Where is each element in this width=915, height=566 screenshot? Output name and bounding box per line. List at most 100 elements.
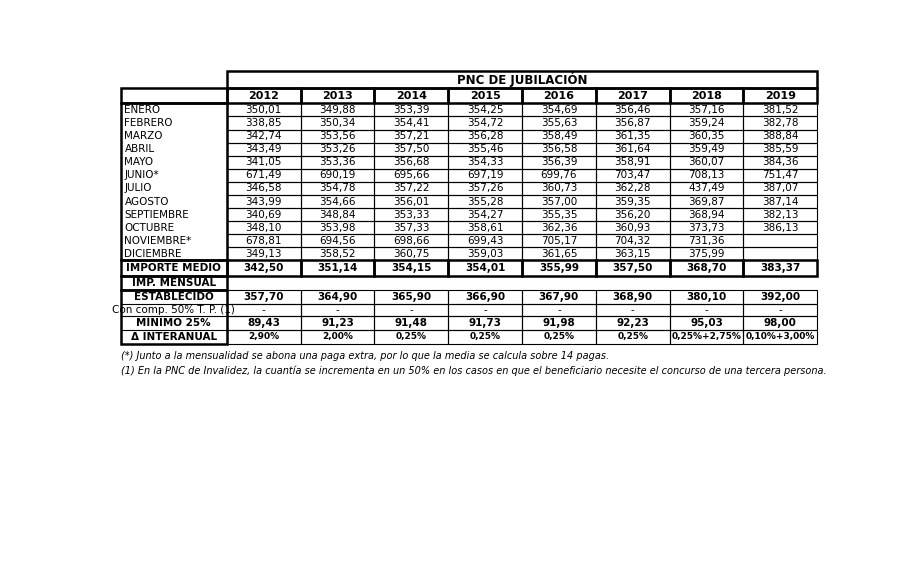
Text: 354,72: 354,72 bbox=[467, 118, 503, 128]
Text: 368,70: 368,70 bbox=[686, 263, 727, 273]
Text: 363,15: 363,15 bbox=[615, 249, 651, 259]
Text: 353,39: 353,39 bbox=[393, 105, 429, 115]
Bar bbox=[374, 221, 448, 234]
Text: 357,22: 357,22 bbox=[393, 183, 429, 194]
Bar bbox=[744, 104, 817, 117]
Bar bbox=[448, 260, 522, 276]
Text: 355,99: 355,99 bbox=[539, 263, 579, 273]
Bar bbox=[522, 104, 596, 117]
Bar bbox=[300, 130, 374, 143]
Bar bbox=[300, 305, 374, 316]
Bar bbox=[374, 247, 448, 260]
Bar bbox=[522, 208, 596, 221]
Text: 362,28: 362,28 bbox=[615, 183, 651, 194]
Text: -: - bbox=[779, 305, 782, 315]
Text: IMP. MENSUAL: IMP. MENSUAL bbox=[132, 278, 216, 288]
Text: 387,14: 387,14 bbox=[762, 196, 799, 207]
Text: 0,25%+2,75%: 0,25%+2,75% bbox=[672, 332, 741, 341]
Text: 369,87: 369,87 bbox=[688, 196, 725, 207]
Text: 353,36: 353,36 bbox=[319, 157, 356, 167]
Bar bbox=[744, 88, 817, 104]
Text: 357,16: 357,16 bbox=[688, 105, 725, 115]
Text: 2018: 2018 bbox=[691, 91, 722, 101]
Bar bbox=[596, 305, 670, 316]
Text: 368,90: 368,90 bbox=[613, 292, 652, 302]
Text: 2016: 2016 bbox=[544, 91, 575, 101]
Bar bbox=[448, 221, 522, 234]
Text: 91,73: 91,73 bbox=[468, 318, 501, 328]
Bar bbox=[522, 305, 596, 316]
Bar bbox=[448, 305, 522, 316]
Text: Con comp. 50% T. P. (1): Con comp. 50% T. P. (1) bbox=[113, 305, 235, 315]
Text: 355,35: 355,35 bbox=[541, 209, 577, 220]
Bar bbox=[448, 247, 522, 260]
Text: 2014: 2014 bbox=[396, 91, 426, 101]
Bar bbox=[448, 169, 522, 182]
Bar bbox=[744, 195, 817, 208]
Bar bbox=[744, 130, 817, 143]
Bar bbox=[670, 208, 744, 221]
Bar bbox=[670, 182, 744, 195]
Bar bbox=[300, 290, 374, 305]
Bar bbox=[227, 169, 300, 182]
Bar bbox=[227, 221, 300, 234]
Text: 387,07: 387,07 bbox=[762, 183, 799, 194]
Bar bbox=[596, 208, 670, 221]
Bar bbox=[670, 195, 744, 208]
Bar bbox=[744, 208, 817, 221]
Text: 359,03: 359,03 bbox=[467, 249, 503, 259]
Bar bbox=[522, 195, 596, 208]
Text: 354,27: 354,27 bbox=[467, 209, 503, 220]
Bar bbox=[670, 290, 744, 305]
Text: 354,25: 354,25 bbox=[467, 105, 503, 115]
Bar bbox=[374, 156, 448, 169]
Text: 2,90%: 2,90% bbox=[248, 332, 279, 341]
Text: 382,13: 382,13 bbox=[762, 209, 799, 220]
Text: 699,43: 699,43 bbox=[467, 236, 503, 246]
Bar bbox=[227, 130, 300, 143]
Text: 360,93: 360,93 bbox=[615, 222, 651, 233]
Text: -: - bbox=[705, 305, 708, 315]
Bar bbox=[300, 156, 374, 169]
Text: 356,20: 356,20 bbox=[615, 209, 651, 220]
Bar bbox=[227, 195, 300, 208]
Text: 356,87: 356,87 bbox=[615, 118, 651, 128]
Text: 386,13: 386,13 bbox=[762, 222, 799, 233]
Text: 704,32: 704,32 bbox=[615, 236, 651, 246]
Text: 343,99: 343,99 bbox=[245, 196, 282, 207]
Bar bbox=[448, 330, 522, 344]
Bar bbox=[522, 330, 596, 344]
Text: 356,58: 356,58 bbox=[541, 144, 577, 154]
Bar bbox=[300, 195, 374, 208]
Text: 350,01: 350,01 bbox=[245, 105, 282, 115]
Text: 437,49: 437,49 bbox=[688, 183, 725, 194]
Text: 356,28: 356,28 bbox=[467, 131, 503, 141]
Text: -: - bbox=[483, 305, 487, 315]
Bar bbox=[300, 234, 374, 247]
Bar bbox=[522, 156, 596, 169]
Text: 360,75: 360,75 bbox=[393, 249, 429, 259]
Bar bbox=[596, 221, 670, 234]
Bar bbox=[300, 182, 374, 195]
Bar bbox=[522, 182, 596, 195]
Text: 351,14: 351,14 bbox=[318, 263, 358, 273]
Text: 354,41: 354,41 bbox=[393, 118, 429, 128]
Bar bbox=[448, 316, 522, 330]
Text: 375,99: 375,99 bbox=[688, 249, 725, 259]
Text: 359,24: 359,24 bbox=[688, 118, 725, 128]
Text: 360,07: 360,07 bbox=[688, 157, 725, 167]
Text: NOVIEMBRE*: NOVIEMBRE* bbox=[124, 236, 192, 246]
Text: 358,91: 358,91 bbox=[615, 157, 651, 167]
Text: FEBRERO: FEBRERO bbox=[124, 118, 173, 128]
Text: 361,65: 361,65 bbox=[541, 249, 577, 259]
Text: 703,47: 703,47 bbox=[615, 170, 651, 181]
Bar bbox=[300, 117, 374, 130]
Bar bbox=[522, 247, 596, 260]
Text: 367,90: 367,90 bbox=[539, 292, 579, 302]
Text: 358,49: 358,49 bbox=[541, 131, 577, 141]
Text: 341,05: 341,05 bbox=[245, 157, 282, 167]
Bar bbox=[744, 234, 817, 247]
Bar bbox=[670, 156, 744, 169]
Bar bbox=[227, 260, 300, 276]
Text: 671,49: 671,49 bbox=[245, 170, 282, 181]
